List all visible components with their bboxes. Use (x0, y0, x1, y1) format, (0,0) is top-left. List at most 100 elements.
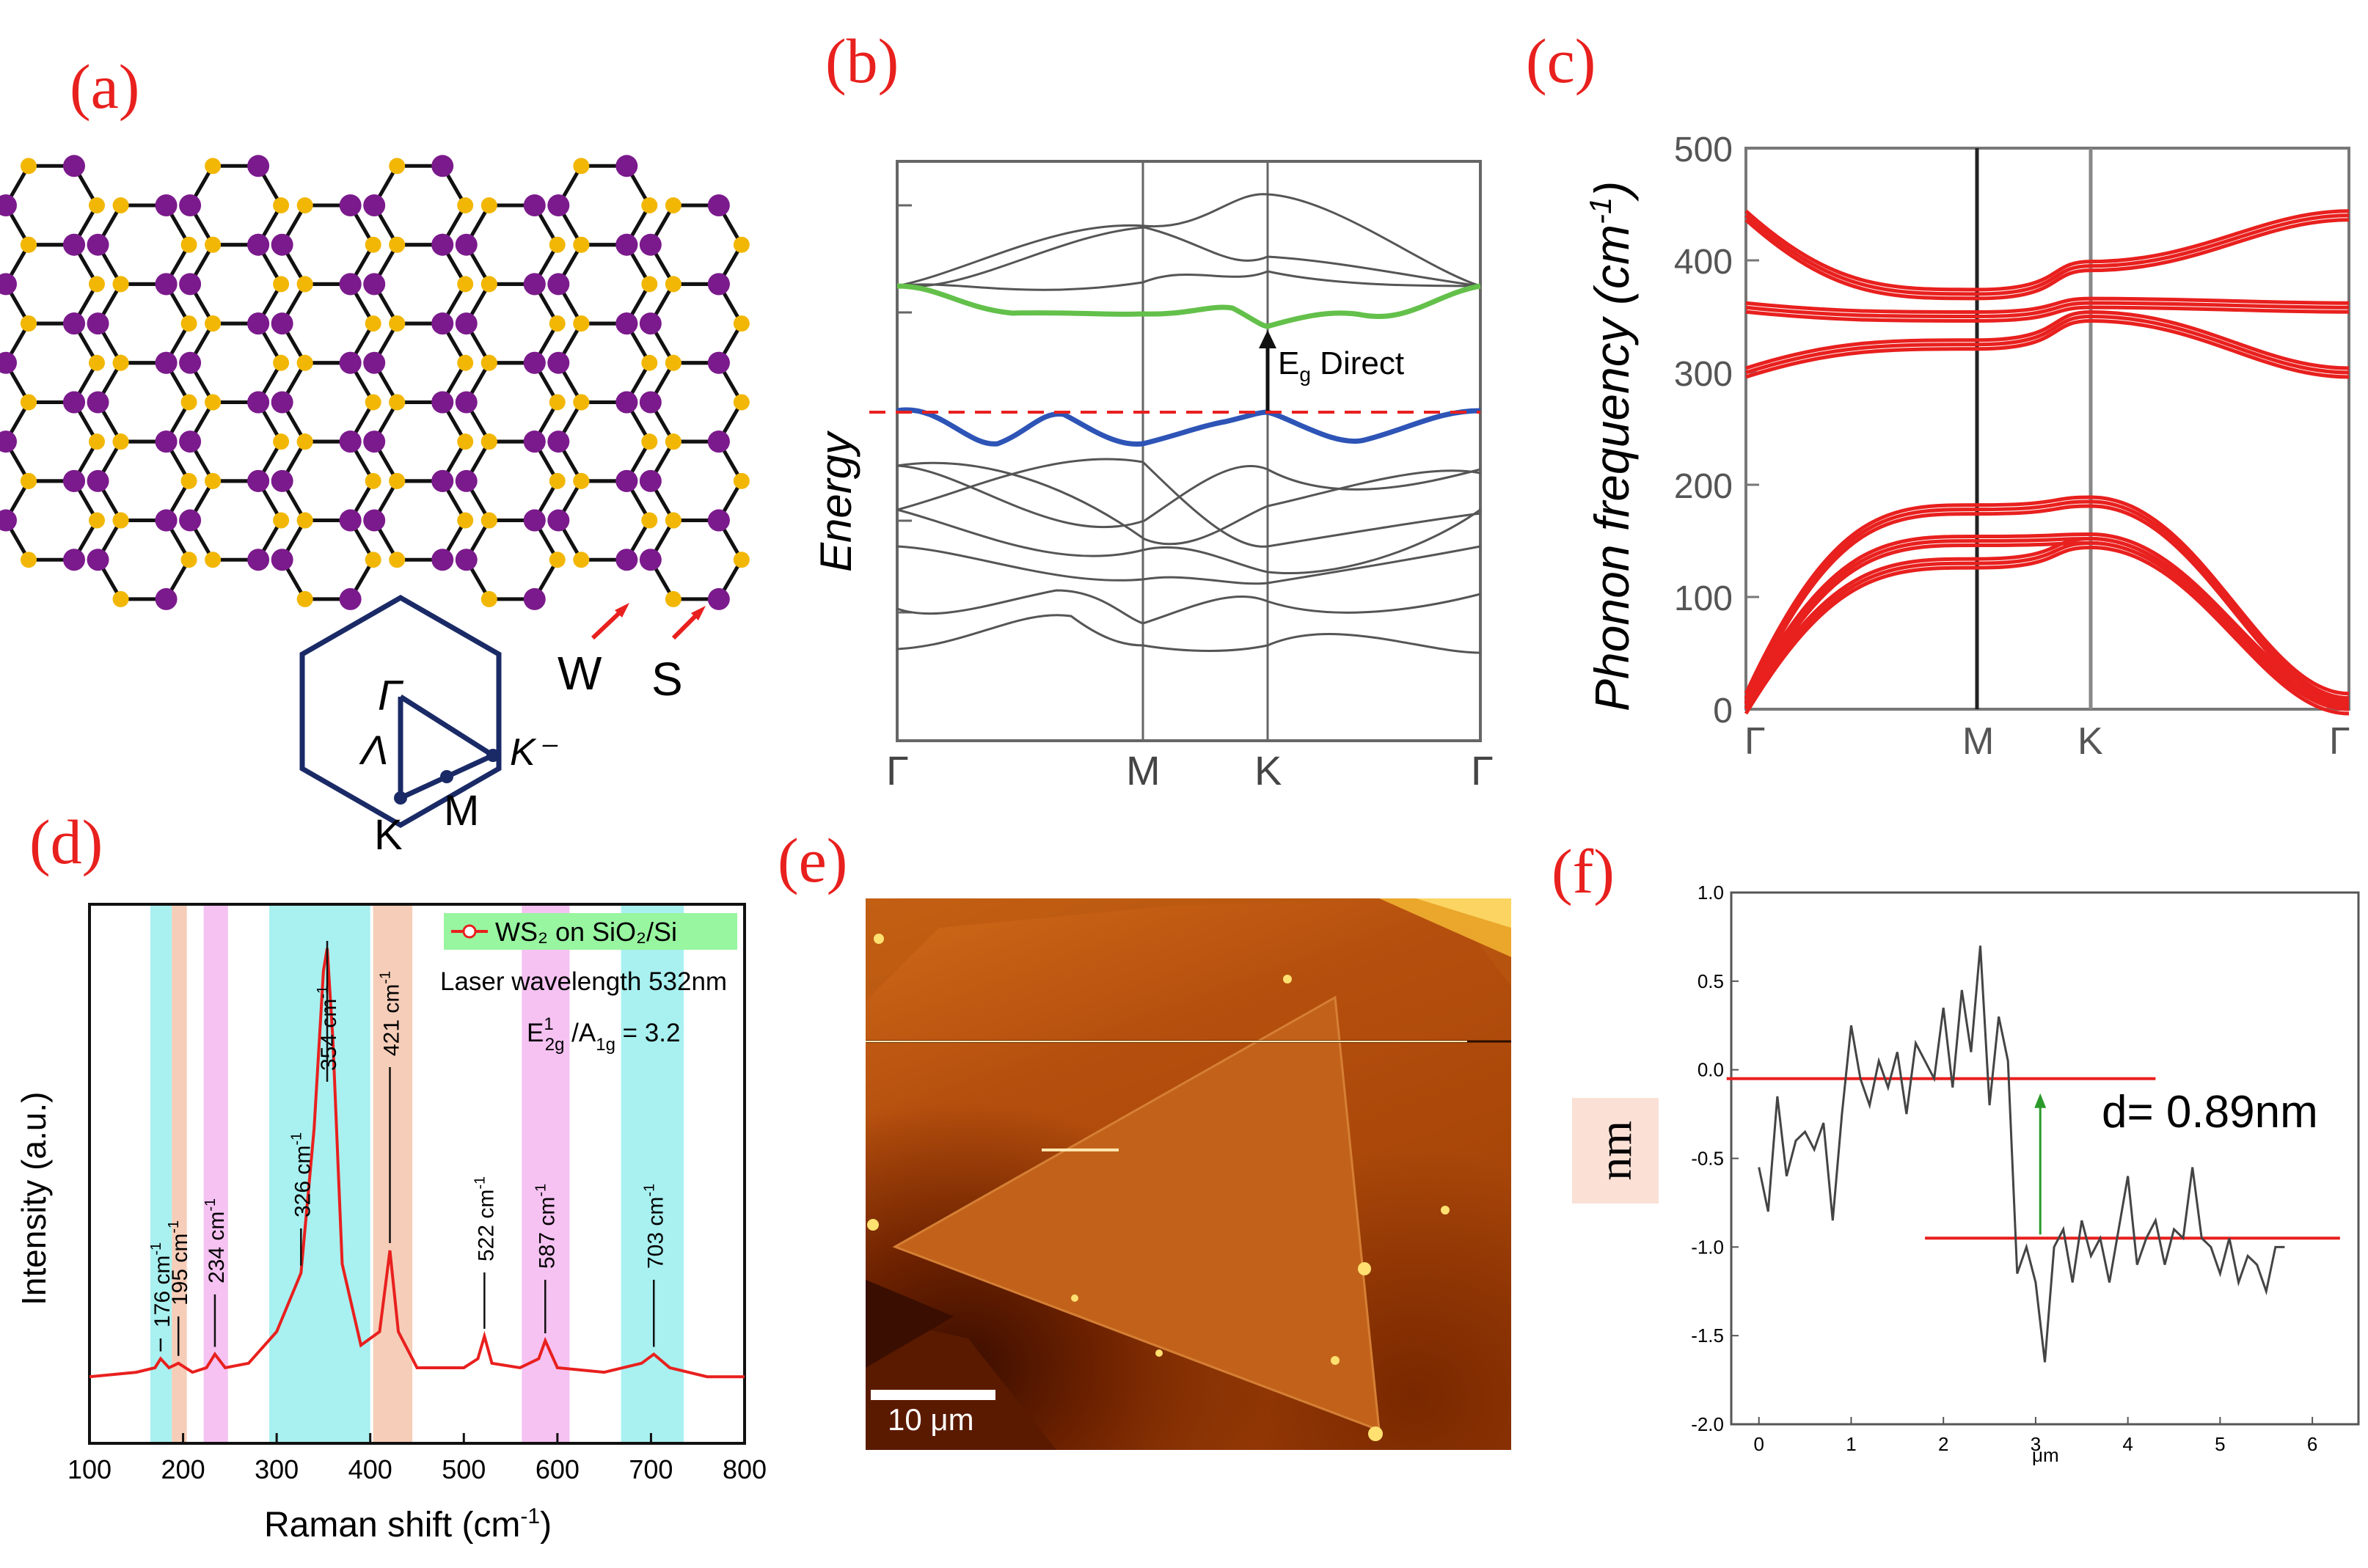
w-atom (63, 469, 85, 492)
w-atom (363, 431, 386, 453)
w-atom (271, 549, 293, 571)
lattice-hexagon (279, 282, 376, 365)
raman-xlabel: Raman shift (cm-1) (264, 1504, 552, 1545)
scale-bar (871, 1390, 995, 1400)
s-atom (365, 236, 381, 253)
lattice-hexagon (648, 439, 744, 523)
bz-m: M (444, 787, 479, 835)
s-atom (733, 472, 750, 489)
phonon-k-gamma-right: Γ (2329, 720, 2350, 763)
s-atom (641, 276, 658, 293)
lattice-hexagon (188, 400, 283, 483)
s-atom (665, 354, 681, 371)
s-atom (180, 472, 197, 489)
raman-x-tick-label: 100 (67, 1454, 112, 1484)
lattice-hexagon (464, 282, 560, 365)
s-atom (112, 197, 129, 213)
s-atom (457, 197, 474, 213)
s-atom (549, 236, 566, 253)
w-atom (707, 431, 730, 453)
s-atom (389, 552, 406, 568)
s-atom (296, 512, 313, 529)
s-atom (549, 552, 566, 568)
w-atom (363, 351, 386, 374)
panel-label-a: (a) (70, 51, 140, 122)
s-atom (389, 394, 406, 411)
lattice-hexagon (4, 164, 99, 247)
s-atom (89, 354, 105, 371)
lattice-hexagon (464, 361, 560, 444)
s-atom (665, 276, 681, 293)
w-atom (0, 273, 17, 296)
panel-label-d: (d) (29, 807, 103, 877)
s-atom (21, 236, 37, 253)
s-atom (21, 552, 37, 568)
lattice-hexagon (4, 321, 99, 404)
s-atom (112, 276, 129, 293)
s-atom (573, 315, 590, 332)
s-atom (457, 433, 474, 450)
w-atom (523, 273, 546, 296)
w-atom (339, 273, 362, 296)
s-atom (389, 472, 406, 489)
lattice-hexagon (648, 361, 744, 444)
phonon-y-tick-label: 300 (1674, 355, 1733, 394)
w-atom (455, 469, 478, 492)
phonon-band-acoustic-low (1744, 546, 2350, 716)
w-atom (247, 549, 270, 571)
w-atom (547, 194, 570, 216)
kpoint-gamma-right: Γ (1471, 747, 1494, 794)
w-atom (639, 312, 662, 335)
s-atom (733, 394, 750, 411)
w-atom (455, 391, 478, 414)
w-atom (155, 509, 178, 532)
w-atom (615, 391, 638, 414)
w-atom (615, 549, 638, 571)
raman-peak-label: 421 cm-1 (378, 971, 404, 1056)
s-atom (457, 512, 474, 529)
w-atom (247, 233, 270, 256)
phonon-k-k: K (2078, 720, 2103, 763)
raman-peak-label: 703 cm-1 (641, 1184, 668, 1269)
lattice-hexagon (556, 321, 652, 404)
s-atom (733, 552, 750, 568)
w-atom (179, 194, 202, 216)
s-atom (273, 512, 290, 529)
s-atom (296, 354, 313, 371)
raman-peak-label: 176 cm-1 (148, 1242, 175, 1327)
s-atom (389, 236, 406, 253)
lattice-hexagon (95, 282, 191, 365)
w-atom (155, 587, 178, 610)
w-atom (523, 351, 546, 374)
raman-band-cyan (268, 904, 370, 1443)
s-atom (89, 512, 105, 529)
panel-label-c: (c) (1526, 26, 1596, 96)
s-atom (733, 315, 750, 332)
w-atom (707, 587, 730, 610)
w-atom (0, 431, 17, 453)
raman-peak-label: 234 cm-1 (202, 1198, 229, 1283)
s-atom (180, 394, 197, 411)
raman-band-peach (373, 904, 413, 1443)
w-atom (0, 509, 17, 532)
s-atom (112, 512, 129, 529)
s-atom (733, 236, 750, 253)
lattice-hexagon (372, 321, 468, 404)
w-atom (63, 391, 85, 414)
w-atom (523, 587, 546, 610)
brillouin-zone: Γ Λ K⁻ K M (299, 594, 558, 859)
bz-kminus: K⁻ (510, 731, 558, 774)
w-atom (155, 351, 178, 374)
s-atom (573, 552, 590, 568)
raman-band-cyan (150, 904, 172, 1443)
scale-label: 10 μm (888, 1402, 974, 1437)
lattice-hexagon (648, 203, 744, 286)
w-atom (639, 391, 662, 414)
phonon-band-acoustic-top (1744, 499, 2350, 700)
profile-y-tick-label: 0.5 (1698, 970, 1724, 992)
w-atom (87, 233, 109, 256)
lattice-hexagon (464, 439, 560, 523)
profile-x-tick-label: 4 (2122, 1433, 2133, 1455)
lattice-hexagon (4, 243, 99, 326)
panel-label-b: (b) (825, 26, 899, 96)
